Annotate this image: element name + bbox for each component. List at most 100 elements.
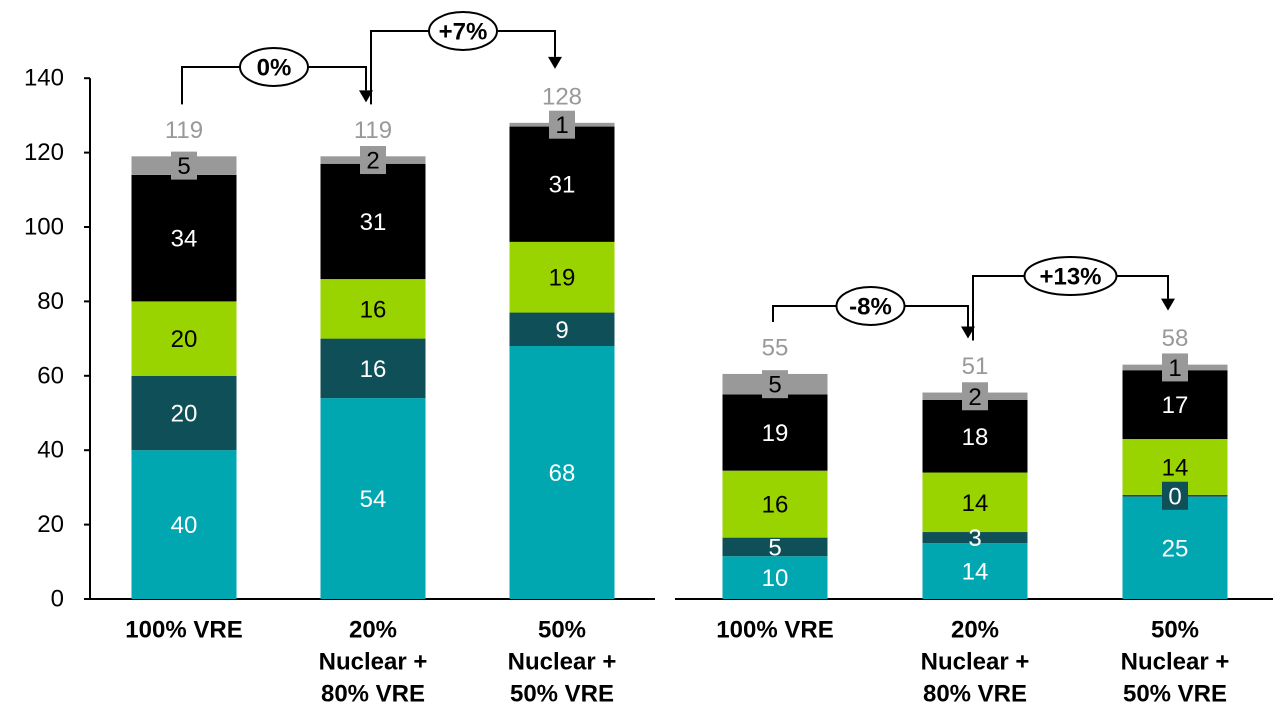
y-tick-label: 80 bbox=[37, 288, 64, 315]
total-value-label: 51 bbox=[962, 353, 989, 380]
segment-value-label: 18 bbox=[962, 424, 989, 451]
category-label: Nuclear + bbox=[1121, 649, 1230, 676]
bar-segment bbox=[131, 450, 237, 599]
segment-value-label: 25 bbox=[1162, 535, 1189, 562]
category-label: 20% bbox=[951, 617, 999, 644]
segment-value-label: 5 bbox=[768, 534, 781, 561]
segment-label-box bbox=[549, 110, 575, 139]
bar-segment bbox=[922, 532, 1028, 544]
y-tick-label: 20 bbox=[37, 511, 64, 538]
change-bubble bbox=[428, 11, 498, 51]
change-bubble bbox=[239, 47, 309, 87]
category-label: Nuclear + bbox=[319, 649, 428, 676]
segment-label-box bbox=[171, 151, 197, 180]
bar-segment bbox=[722, 537, 828, 557]
bar-segment bbox=[131, 174, 237, 302]
bar-segment bbox=[922, 399, 1028, 473]
segment-value-label: 2 bbox=[968, 384, 981, 411]
segment-value-label: 68 bbox=[549, 460, 576, 487]
total-value-label: 119 bbox=[354, 117, 392, 144]
segment-value-label: 5 bbox=[768, 372, 781, 399]
segment-value-label: 0 bbox=[1168, 483, 1181, 510]
change-arrow-head bbox=[359, 90, 373, 103]
total-value-label: 119 bbox=[165, 117, 203, 144]
bar-segment bbox=[131, 301, 237, 376]
bar-segment bbox=[509, 346, 615, 599]
category-label: 50% VRE bbox=[1123, 681, 1227, 708]
category-label: 100% VRE bbox=[125, 617, 242, 644]
bar-segment bbox=[922, 472, 1028, 533]
change-percent-label: 0% bbox=[257, 55, 292, 82]
segment-label-box bbox=[962, 382, 988, 411]
segment-value-label: 1 bbox=[555, 112, 568, 139]
segment-value-label: 14 bbox=[962, 559, 989, 586]
bar-segment bbox=[722, 470, 828, 538]
total-value-label: 128 bbox=[542, 83, 582, 110]
segment-value-label: 2 bbox=[366, 148, 379, 175]
y-tick-label: 120 bbox=[24, 139, 64, 166]
segment-value-label: 16 bbox=[762, 492, 789, 519]
bar-segment bbox=[131, 375, 237, 451]
segment-value-label: 20 bbox=[171, 326, 198, 353]
category-label: 50% VRE bbox=[510, 681, 614, 708]
segment-value-label: 19 bbox=[762, 420, 789, 447]
category-label: 100% VRE bbox=[716, 617, 833, 644]
y-tick-label: 100 bbox=[24, 214, 64, 241]
bar-segment bbox=[722, 394, 828, 471]
segment-label-box bbox=[360, 146, 386, 175]
bar-segment bbox=[320, 163, 426, 280]
segment-value-label: 34 bbox=[171, 226, 198, 253]
change-arrow-head bbox=[548, 56, 562, 69]
bar-segment bbox=[509, 241, 615, 313]
segment-label-box bbox=[762, 370, 788, 399]
segment-value-label: 1 bbox=[1168, 355, 1181, 382]
segment-value-label: 9 bbox=[555, 317, 568, 344]
change-bubble bbox=[1023, 256, 1118, 296]
bar-segment bbox=[1122, 370, 1228, 440]
segment-label-box bbox=[1162, 353, 1188, 382]
bar-segment bbox=[320, 338, 426, 399]
segment-value-label: 31 bbox=[360, 209, 387, 236]
change-percent-label: +7% bbox=[439, 19, 488, 46]
annotations-layer: 0% +7% -8% +13% bbox=[181, 11, 1175, 341]
category-label: 50% bbox=[1151, 617, 1199, 644]
segment-value-label: 3 bbox=[968, 525, 981, 552]
y-tick-label: 40 bbox=[37, 437, 64, 464]
bar-segment bbox=[922, 543, 1028, 599]
labels-layer: 40202034511954161631211968919311128100% … bbox=[125, 83, 1229, 707]
change-arrow-head bbox=[1161, 298, 1175, 311]
category-label: 20% bbox=[349, 617, 397, 644]
segment-value-label: 40 bbox=[171, 512, 198, 539]
bar-segment bbox=[320, 398, 426, 599]
segment-value-label: 10 bbox=[762, 565, 789, 592]
total-value-label: 58 bbox=[1162, 325, 1189, 352]
segment-label-box bbox=[1162, 481, 1188, 510]
y-tick-label: 140 bbox=[24, 65, 64, 92]
bar-segment bbox=[320, 279, 426, 339]
category-label: Nuclear + bbox=[921, 649, 1030, 676]
bar-segment bbox=[509, 312, 615, 347]
segment-value-label: 17 bbox=[1162, 392, 1189, 419]
y-tick-label: 60 bbox=[37, 362, 64, 389]
change-percent-label: -8% bbox=[849, 294, 892, 321]
segment-value-label: 14 bbox=[962, 490, 989, 517]
bar-segment bbox=[509, 126, 615, 242]
y-tick-label: 0 bbox=[51, 586, 64, 613]
bar-segment bbox=[722, 556, 828, 599]
segment-value-label: 54 bbox=[360, 486, 387, 513]
segment-value-label: 16 bbox=[360, 296, 387, 323]
segment-value-label: 31 bbox=[549, 172, 576, 199]
segment-value-label: 14 bbox=[1162, 454, 1189, 481]
change-bubble bbox=[835, 286, 906, 326]
segment-value-label: 5 bbox=[177, 153, 190, 180]
segment-value-label: 19 bbox=[549, 265, 576, 292]
segment-value-label: 20 bbox=[171, 401, 198, 428]
category-label: 50% bbox=[538, 617, 586, 644]
bar-segment bbox=[1122, 496, 1228, 599]
change-percent-label: +13% bbox=[1039, 264, 1101, 291]
bars-layer bbox=[131, 122, 1228, 599]
change-arrow-head bbox=[961, 326, 975, 339]
category-label: 80% VRE bbox=[923, 681, 1027, 708]
category-label: 80% VRE bbox=[321, 681, 425, 708]
